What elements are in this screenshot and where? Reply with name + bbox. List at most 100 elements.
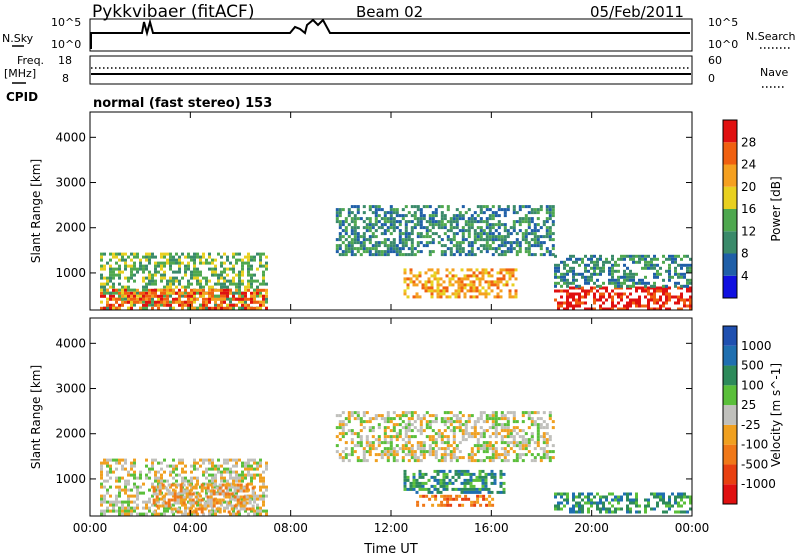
heatmap-cell: [239, 483, 243, 487]
heatmap-cell: [653, 495, 656, 499]
heatmap-cell: [407, 420, 411, 424]
heatmap-cell: [145, 306, 148, 310]
heatmap-cell: [223, 291, 226, 295]
heatmap-cell: [476, 226, 480, 230]
heatmap-cell: [235, 464, 238, 468]
heatmap-cell: [341, 426, 345, 430]
heatmap-cell: [353, 214, 357, 218]
heatmap-cell: [341, 241, 345, 245]
heatmap-cell: [626, 278, 629, 282]
heatmap-cell: [653, 507, 656, 511]
heatmap-cell: [518, 229, 522, 233]
heatmap-cell: [238, 285, 241, 289]
heatmap-cell: [241, 264, 244, 268]
heatmap-cell: [242, 498, 246, 502]
heatmap-cell: [184, 509, 187, 513]
heatmap-cell: [106, 491, 109, 495]
heatmap-cell: [175, 258, 178, 262]
heatmap-cell: [410, 450, 414, 454]
heatmap-cell: [416, 503, 420, 507]
heatmap-cell: [518, 453, 522, 457]
heatmap-cell: [572, 498, 575, 502]
heatmap-cell: [121, 255, 124, 259]
heatmap-cell: [626, 498, 629, 502]
heatmap-cell: [350, 220, 354, 224]
heatmap-cell: [199, 258, 202, 262]
heatmap-cell: [226, 488, 229, 492]
heatmap-cell: [499, 280, 503, 284]
heatmap-cell: [226, 291, 229, 295]
heatmap-cell: [448, 280, 452, 284]
heatmap-cell: [383, 229, 387, 233]
heatmap-cell: [389, 241, 393, 245]
heatmap-cell: [184, 470, 187, 474]
heatmap-cell: [341, 208, 345, 212]
heatmap-cell: [178, 458, 181, 462]
heatmap-cell: [130, 294, 133, 298]
heatmap-cell: [491, 459, 495, 463]
heatmap-cell: [232, 497, 235, 501]
heatmap-cell: [443, 429, 447, 433]
heatmap-cell: [353, 241, 357, 245]
heatmap-cell: [368, 223, 372, 227]
heatmap-cell: [476, 247, 480, 251]
heatmap-cell: [374, 208, 378, 212]
heatmap-cell: [449, 456, 453, 460]
heatmap-cell: [121, 285, 124, 289]
heatmap-cell: [512, 417, 516, 421]
heatmap-cell: [506, 241, 510, 245]
heatmap-cell: [133, 485, 136, 489]
heatmap-cell: [220, 255, 223, 259]
heatmap-cell: [178, 473, 181, 477]
heatmap-cell: [419, 423, 423, 427]
heatmap-cell: [262, 303, 265, 307]
heatmap-cell: [115, 261, 118, 265]
heatmap-cell: [440, 459, 444, 463]
heatmap-cell: [199, 261, 202, 265]
heatmap-cell: [160, 261, 163, 265]
heatmap-cell: [518, 435, 522, 439]
heatmap-cell: [250, 494, 253, 498]
heatmap-cell: [145, 276, 148, 280]
heatmap-cell: [235, 461, 238, 465]
heatmap-cell: [190, 485, 193, 489]
heatmap-cell: [463, 274, 467, 278]
heatmap-cell: [479, 229, 483, 233]
heatmap-cell: [202, 470, 205, 474]
heatmap-cell: [106, 509, 109, 513]
heatmap-cell: [368, 426, 372, 430]
heatmap-cell: [172, 288, 175, 292]
heatmap-cell: [151, 503, 154, 507]
heatmap-cell: [232, 291, 235, 295]
heatmap-cell: [656, 286, 659, 290]
heatmap-cell: [212, 492, 216, 496]
heatmap-cell: [677, 504, 680, 508]
heatmap-cell: [527, 220, 531, 224]
heatmap-cell: [656, 289, 659, 293]
freq-right-tick-top: 60: [708, 54, 722, 67]
heatmap-cell: [413, 420, 417, 424]
heatmap-cell: [494, 247, 498, 251]
heatmap-cell: [662, 501, 665, 505]
heatmap-cell: [100, 512, 103, 516]
heatmap-cell: [410, 250, 414, 254]
heatmap-cell: [187, 303, 190, 307]
heatmap-cell: [569, 257, 572, 261]
heatmap-cell: [392, 429, 396, 433]
heatmap-cell: [193, 461, 196, 465]
heatmap-cell: [223, 276, 226, 280]
heatmap-cell: [617, 498, 620, 502]
heatmap-cell: [403, 289, 407, 293]
heatmap-cell: [175, 473, 178, 477]
heatmap-cell: [440, 238, 444, 242]
heatmap-cell: [563, 260, 566, 264]
heatmap-cell: [148, 297, 151, 301]
heatmap-cell: [440, 223, 444, 227]
heatmap-cell: [190, 270, 193, 274]
heatmap-cell: [208, 279, 211, 283]
heatmap-cell: [620, 507, 623, 511]
colorbar-swatch: [723, 484, 737, 504]
heatmap-cell: [677, 307, 680, 311]
heatmap-cell: [485, 456, 489, 460]
